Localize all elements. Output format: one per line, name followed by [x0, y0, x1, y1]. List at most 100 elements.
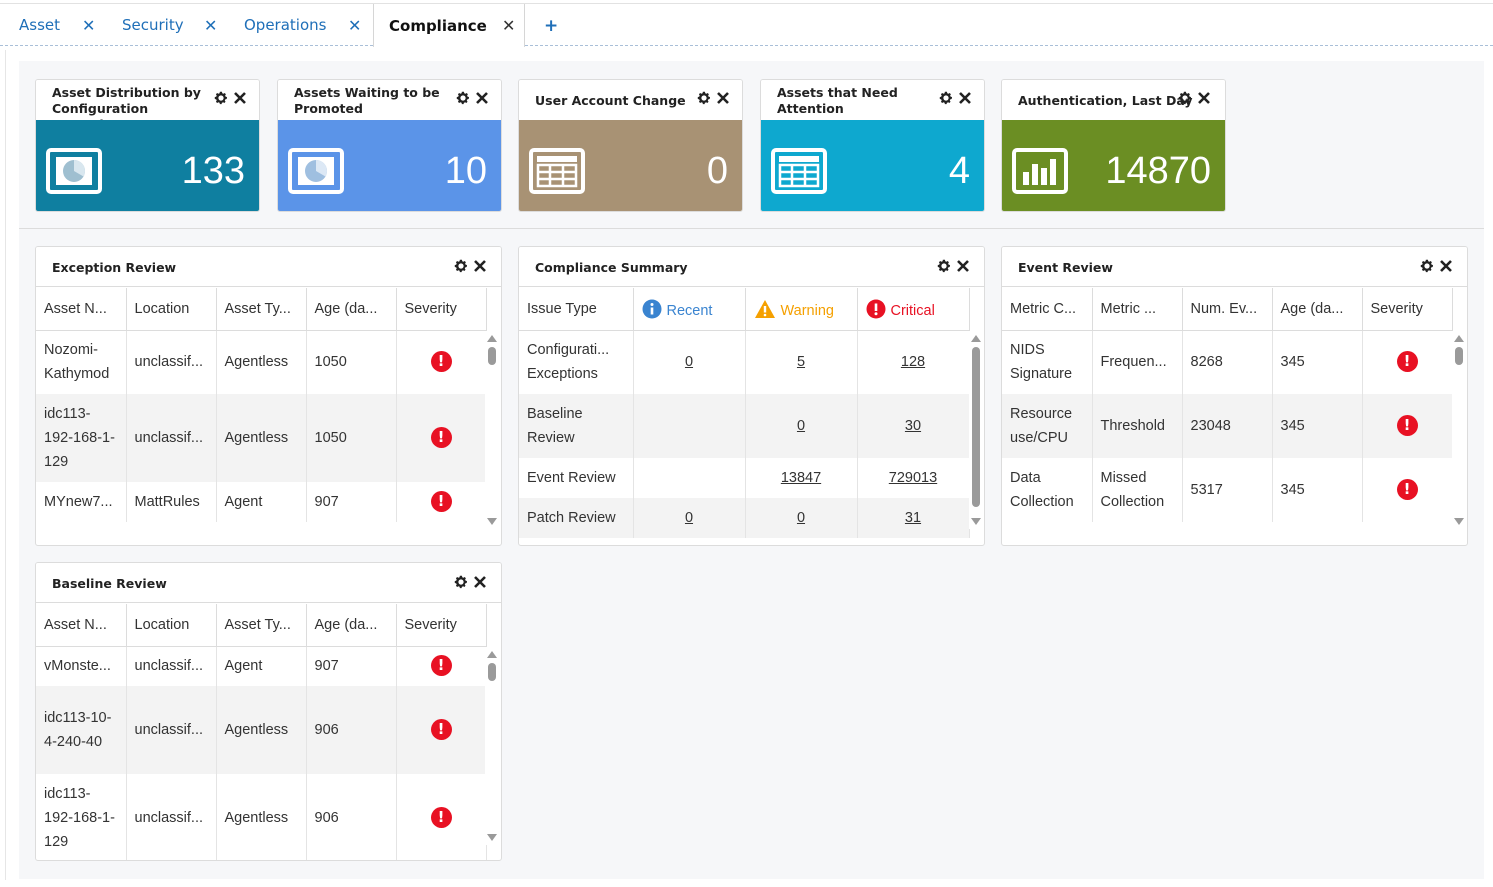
scroll-thumb[interactable]: [488, 663, 496, 681]
column-header[interactable]: Severity: [1362, 288, 1453, 331]
close-icon[interactable]: [956, 259, 970, 273]
add-tab-button[interactable]: +: [544, 16, 559, 36]
close-icon[interactable]: [1197, 91, 1211, 105]
table-row[interactable]: Baseline Review 0 30: [519, 394, 970, 458]
tile-assets-waiting[interactable]: Assets Waiting to be Promoted 10: [277, 79, 502, 212]
table-row[interactable]: Configurati... Exceptions 0 5 128: [519, 330, 970, 394]
column-header[interactable]: Age (da...: [306, 288, 397, 331]
recent-count-link[interactable]: 0: [684, 354, 694, 371]
recent-column-header[interactable]: Recent: [633, 288, 746, 331]
gear-icon[interactable]: [697, 91, 711, 105]
tab-compliance-close-icon[interactable]: ✕: [502, 16, 516, 35]
table-row[interactable]: Nozomi-Kathymod unclassif... Agentless 1…: [36, 330, 487, 394]
tab-operations-close-icon[interactable]: ✕: [348, 15, 362, 35]
scroll-up-icon[interactable]: [487, 335, 497, 342]
gear-icon[interactable]: [939, 91, 953, 105]
asset-type-cell: Agentless: [216, 394, 307, 482]
recent-cell: 0: [633, 498, 746, 538]
warning-count-link[interactable]: 5: [796, 354, 806, 371]
scroll-thumb[interactable]: [972, 347, 980, 507]
column-header[interactable]: Age (da...: [306, 604, 397, 647]
close-icon[interactable]: [475, 91, 489, 105]
scroll-thumb[interactable]: [488, 347, 496, 365]
scroll-thumb[interactable]: [1455, 347, 1463, 365]
gear-icon[interactable]: [454, 575, 468, 589]
column-header[interactable]: Metric ...: [1092, 288, 1183, 331]
scroll-up-icon[interactable]: [1454, 335, 1464, 342]
scroll-up-icon[interactable]: [971, 335, 981, 342]
tile-assets-need-attention[interactable]: Assets that Need Attention 4: [760, 79, 985, 212]
warning-column-header[interactable]: Warning: [745, 288, 858, 331]
close-icon[interactable]: [716, 91, 730, 105]
critical-count-link[interactable]: 31: [904, 510, 922, 526]
warning-count-link[interactable]: 13847: [780, 470, 822, 486]
column-header[interactable]: Metric C...: [1002, 288, 1093, 331]
tab-security[interactable]: Security ✕: [122, 15, 218, 35]
table-row[interactable]: Event Review 13847 729013: [519, 458, 970, 498]
table-row[interactable]: Patch Review 0 0 31: [519, 498, 970, 538]
vertical-scrollbar[interactable]: [1452, 331, 1466, 529]
critical-column-header[interactable]: Critical: [857, 288, 970, 331]
tile-value: 10: [444, 150, 487, 192]
tab-asset-close-icon[interactable]: ✕: [82, 15, 96, 35]
vertical-scrollbar[interactable]: [969, 331, 983, 529]
close-icon[interactable]: [473, 259, 487, 273]
gear-icon[interactable]: [1178, 91, 1192, 105]
scroll-down-icon[interactable]: [971, 518, 981, 525]
table-row[interactable]: MYnew7... MattRules Agent 907 !: [36, 482, 487, 522]
column-header[interactable]: Location: [126, 604, 217, 647]
location-cell: unclassif...: [126, 774, 217, 860]
gear-icon[interactable]: [1420, 259, 1434, 273]
table-row[interactable]: vMonste... unclassif... Agent 907 !: [36, 646, 487, 686]
close-icon[interactable]: [1439, 259, 1453, 273]
tab-compliance[interactable]: Compliance ✕: [373, 4, 525, 47]
column-header[interactable]: Asset Ty...: [216, 288, 307, 331]
gear-icon[interactable]: [214, 91, 228, 105]
critical-cell: 30: [857, 394, 970, 458]
tile-user-account-change[interactable]: User Account Change 0: [518, 79, 743, 212]
column-header[interactable]: Severity: [396, 288, 487, 331]
critical-count-link[interactable]: 128: [900, 354, 926, 371]
column-header[interactable]: Asset N...: [36, 604, 127, 647]
tile-asset-distribution[interactable]: Asset Distribution by Configuration Exce…: [35, 79, 260, 212]
location-cell: unclassif...: [126, 686, 217, 774]
table-row[interactable]: idc113-192-168-1-129 unclassif... Agentl…: [36, 774, 487, 860]
vertical-scrollbar[interactable]: [485, 331, 499, 529]
close-icon[interactable]: [958, 91, 972, 105]
table-row[interactable]: idc113-10-4-240-40 unclassif... Agentles…: [36, 686, 487, 774]
warning-cell: 0: [745, 394, 858, 458]
gear-icon[interactable]: [456, 91, 470, 105]
warning-count-link[interactable]: 0: [796, 418, 806, 434]
tile-value: 0: [706, 150, 728, 192]
column-header[interactable]: Issue Type: [519, 288, 634, 331]
gear-icon[interactable]: [937, 259, 951, 273]
scroll-down-icon[interactable]: [487, 518, 497, 525]
critical-count-link[interactable]: 30: [904, 418, 922, 434]
table-row[interactable]: NIDS Signature Frequen... 8268 345 !: [1002, 330, 1453, 394]
close-icon[interactable]: [233, 91, 247, 105]
column-header[interactable]: Severity: [396, 604, 487, 647]
column-header[interactable]: Asset N...: [36, 288, 127, 331]
close-icon[interactable]: [473, 575, 487, 589]
table-row[interactable]: idc113-192-168-1-129 unclassif... Agentl…: [36, 394, 487, 482]
event-review-panel: Event Review Metric C... Metric ... Num.…: [1001, 246, 1468, 546]
panel-header: Exception Review: [36, 247, 501, 287]
recent-count-link[interactable]: 0: [684, 510, 694, 526]
gear-icon[interactable]: [454, 259, 468, 273]
tab-asset[interactable]: Asset ✕: [19, 15, 96, 35]
tab-security-close-icon[interactable]: ✕: [204, 15, 218, 35]
scroll-up-icon[interactable]: [487, 651, 497, 658]
tab-operations[interactable]: Operations ✕: [244, 15, 362, 35]
column-header[interactable]: Location: [126, 288, 217, 331]
vertical-scrollbar[interactable]: [485, 647, 499, 845]
scroll-down-icon[interactable]: [487, 834, 497, 841]
column-header[interactable]: Num. Ev...: [1182, 288, 1273, 331]
scroll-down-icon[interactable]: [1454, 518, 1464, 525]
tile-authentication-last-day[interactable]: Authentication, Last Day 14870: [1001, 79, 1226, 212]
column-header[interactable]: Asset Ty...: [216, 604, 307, 647]
warning-count-link[interactable]: 0: [796, 510, 806, 526]
table-row[interactable]: Resource use/CPU Threshold 23048 345 !: [1002, 394, 1453, 458]
column-header[interactable]: Age (da...: [1272, 288, 1363, 331]
critical-count-link[interactable]: 729013: [888, 470, 938, 486]
table-row[interactable]: Data Collection Missed Collection 5317 3…: [1002, 458, 1453, 522]
